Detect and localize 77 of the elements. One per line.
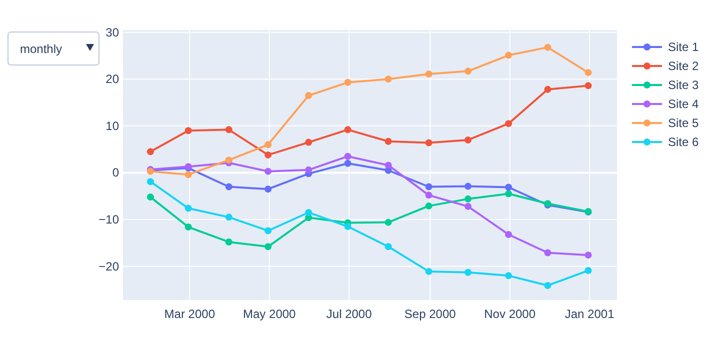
point (225, 126, 232, 134)
point (544, 249, 552, 256)
point (544, 86, 552, 93)
point (344, 152, 352, 160)
point (464, 202, 472, 210)
point (225, 183, 232, 190)
x-tick-label: Sep 2000 (404, 307, 456, 321)
point (264, 243, 272, 250)
point (344, 160, 352, 167)
point (464, 268, 472, 276)
point (184, 224, 192, 230)
y-tick-label: −20 (98, 259, 120, 274)
legend-label: Site 5 (668, 116, 700, 130)
x-tick-label: Nov 2000 (484, 307, 536, 321)
point (425, 183, 432, 190)
point (464, 182, 472, 190)
point (584, 267, 592, 274)
point (264, 151, 272, 158)
point (146, 194, 154, 201)
point (505, 272, 512, 280)
y-tick-label: 0 (112, 166, 120, 180)
dropdown-menu: monthly (8, 32, 100, 66)
point (425, 192, 432, 199)
point (344, 78, 352, 86)
point (305, 138, 312, 146)
point (464, 68, 472, 75)
point (505, 52, 512, 59)
point (184, 204, 192, 212)
legend-label: Site 2 (668, 59, 700, 73)
x-tick-label: May 2000 (243, 307, 296, 321)
point (584, 252, 592, 259)
point (225, 214, 232, 221)
point (505, 184, 512, 191)
legend-label: Site 1 (668, 40, 700, 54)
point (264, 141, 272, 148)
point (344, 223, 352, 230)
point (305, 166, 312, 174)
point (384, 218, 392, 226)
y-tick-label: 20 (106, 72, 120, 86)
point (425, 268, 432, 275)
point (225, 238, 232, 246)
point (384, 243, 392, 250)
y-tick-label: −10 (98, 212, 120, 227)
point (146, 178, 154, 186)
point (505, 230, 512, 238)
point (425, 202, 432, 210)
point (264, 168, 272, 175)
point (425, 139, 432, 146)
legend-label: Site 3 (668, 78, 700, 92)
point (264, 227, 272, 234)
point (305, 92, 312, 100)
point (225, 156, 232, 164)
point (184, 127, 192, 134)
point (184, 171, 192, 178)
point (544, 44, 552, 51)
point (384, 138, 392, 145)
point (425, 70, 432, 78)
y-tick-label: 30 (106, 25, 120, 40)
point (505, 190, 512, 198)
x-tick-label: Jan 2001 (564, 307, 615, 321)
point (384, 76, 392, 83)
point (264, 186, 272, 193)
point (384, 162, 392, 169)
point (146, 148, 154, 156)
point (544, 282, 552, 289)
x-tick-label: Mar 2000 (164, 307, 216, 321)
y-tick-label: 10 (106, 118, 120, 133)
point (464, 136, 472, 144)
x-tick-label: Jul 2000 (326, 307, 372, 321)
point (584, 69, 592, 76)
point (305, 208, 312, 216)
point (505, 120, 512, 128)
legend-label: Site 6 (668, 135, 700, 149)
point (344, 126, 352, 134)
legend-label: Site 4 (668, 97, 700, 111)
point (464, 195, 472, 202)
point (584, 82, 592, 90)
